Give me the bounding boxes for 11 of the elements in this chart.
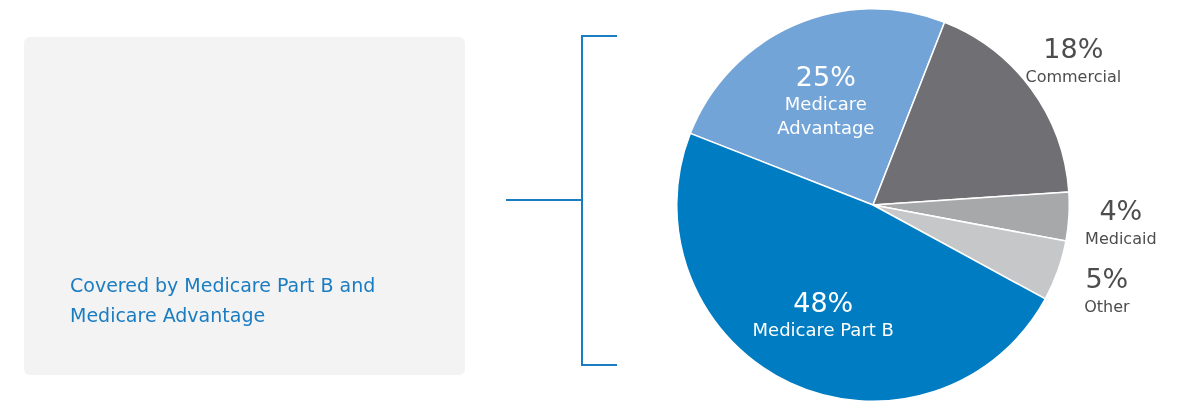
- data-label: 25%: [795, 61, 856, 93]
- data-label: 48%: [793, 286, 854, 318]
- slice-label: Medicare Part B: [752, 318, 894, 340]
- data-label: 4%: [1099, 194, 1143, 226]
- slice-label: Commercial: [1025, 67, 1122, 87]
- data-label: 18%: [1043, 33, 1104, 65]
- slice-label: Medicaid: [1085, 228, 1157, 248]
- text: Covered by Medicare Part B and Medicare Advantage: [70, 273, 377, 328]
- slice-label: Other: [1084, 297, 1130, 317]
- data-label: 5%: [1085, 263, 1129, 295]
- slice-label: Medicare Advantage: [777, 93, 875, 139]
